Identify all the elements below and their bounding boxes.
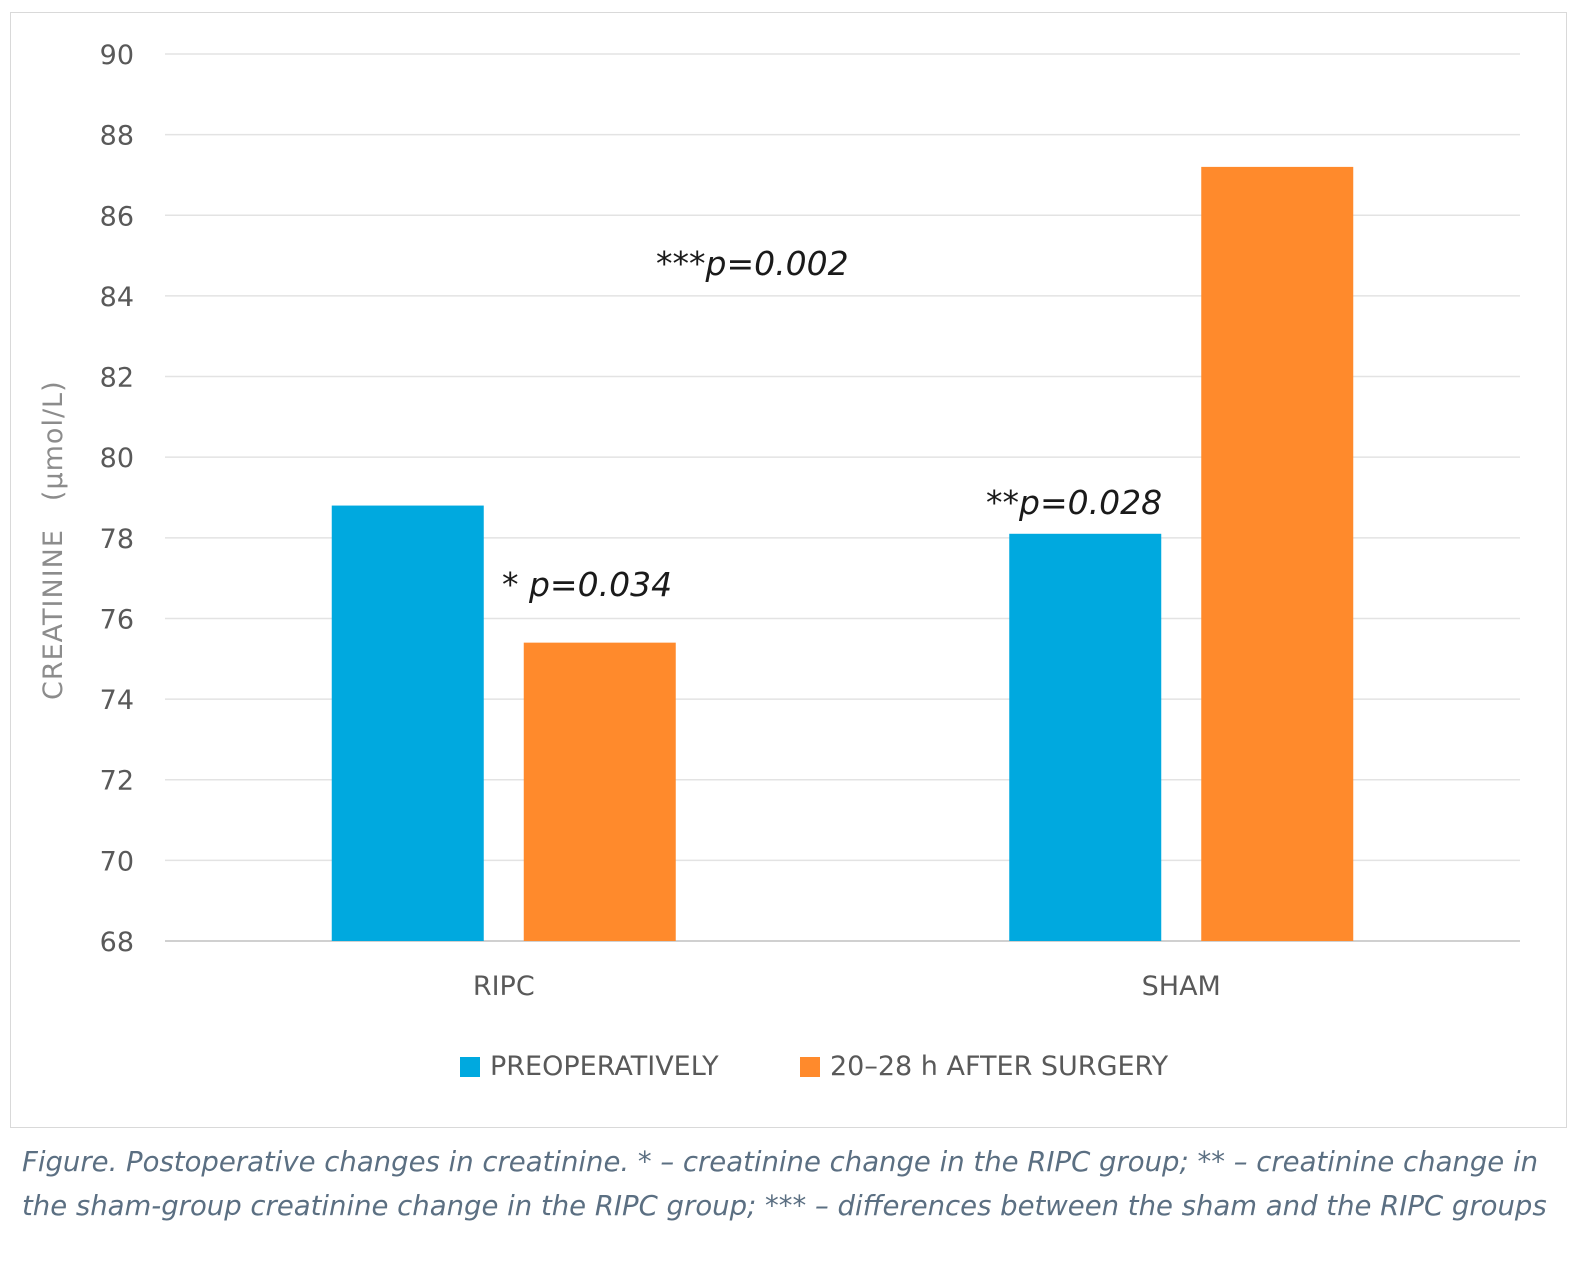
y-tick-76: 76 [100,604,134,635]
x-axis-categories: RIPC SHAM [473,971,1221,1002]
bar-sham-after-surgery [1201,166,1354,941]
bars [331,166,1354,941]
annotation-sham: **p=0.028 [986,483,1162,522]
bar-ripc-after-surgery [523,642,676,941]
figure-caption: Figure. Postoperative changes in creatin… [22,1146,1547,1222]
y-tick-68: 68 [100,927,134,958]
y-tick-80: 80 [100,443,134,474]
x-category-ripc: RIPC [473,971,535,1002]
y-tick-78: 78 [100,524,134,555]
y-tick-90: 90 [100,40,134,71]
legend-label-after-surgery: 20–28 h AFTER SURGERY [830,1051,1169,1082]
y-tick-88: 88 [100,121,134,152]
y-tick-70: 70 [100,846,134,877]
y-tick-86: 86 [100,201,134,232]
y-axis-label-unit: (μmol/L) [38,380,69,501]
y-tick-84: 84 [100,282,134,313]
legend-swatch-after-surgery [800,1057,820,1077]
bar-ripc-preoperatively [331,505,484,941]
y-tick-72: 72 [100,766,134,797]
legend-label-preoperatively: PREOPERATIVELY [490,1051,719,1082]
annotation-ripc: * p=0.034 [502,565,672,604]
y-axis-label-main: CREATININE [38,529,69,700]
bar-sham-preoperatively [1009,533,1162,941]
y-axis-ticks: 68 70 72 74 76 78 80 82 84 86 88 90 [100,40,134,958]
x-category-sham: SHAM [1142,971,1221,1002]
legend-swatch-preoperatively [460,1057,480,1077]
y-tick-82: 82 [100,363,134,394]
y-tick-74: 74 [100,685,134,716]
legend: PREOPERATIVELY 20–28 h AFTER SURGERY [460,1051,1169,1082]
y-axis-label: CREATININE (μmol/L) [38,380,69,700]
bar-chart: 68 70 72 74 76 78 80 82 84 86 88 90 RIPC SHAM CREATI… [38,40,1520,1082]
annotation-between-groups: ***p=0.002 [656,244,849,283]
